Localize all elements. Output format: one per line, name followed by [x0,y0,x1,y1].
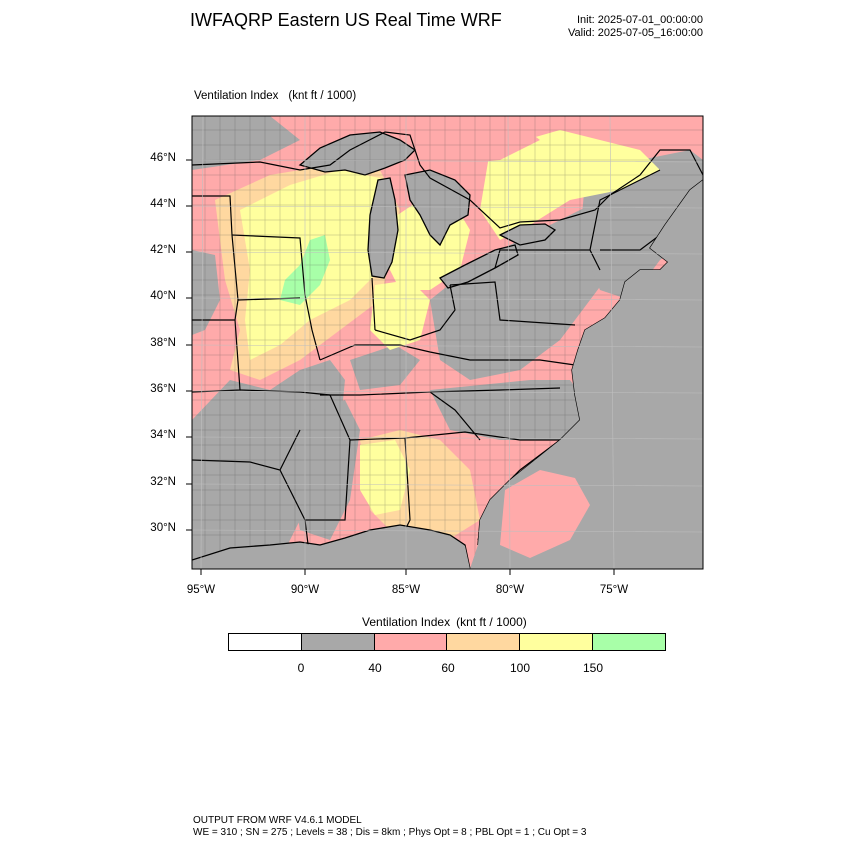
lon-label-85w: 85°W [391,584,421,596]
init-time: Init: 2025-07-01_00:00:00 [577,14,703,26]
lat-label-44n: 44°N [150,198,176,210]
colorbar-box [519,633,594,651]
axis-ticks [186,159,615,575]
lat-label-42n: 42°N [150,244,176,256]
map-variable: Ventilation Index [194,90,279,102]
coastline [192,524,471,569]
colorbar-box [446,633,521,651]
lon-label-75w: 75°W [599,584,629,596]
lake-superior [298,131,417,176]
colorbar-variable: Ventilation Index [362,615,451,629]
colorbar-units: (knt ft / 1000) [456,615,527,629]
map-subtitle: Ventilation Index (knt ft / 1000) [194,90,356,102]
map-units: (knt ft / 1000) [288,90,357,102]
colorbar-box [300,633,375,651]
colorbar-box [373,633,448,651]
field-gray-west [192,250,220,335]
lat-label-36n: 36°N [150,383,176,395]
atlantic-ocean-overlay [470,180,703,569]
colorbar-tick-0: 0 [297,661,305,675]
colorbar-tick-60: 60 [441,661,455,675]
field-gray-canada-n [192,116,300,170]
lake-huron [404,169,471,247]
valid-time: Valid: 2025-07-05_16:00:00 [568,27,703,39]
field-gray-carolinas [430,380,600,440]
colorbar-box [228,633,302,651]
graticule [192,116,703,569]
map-field [192,116,703,569]
colorbar-tick-150: 150 [582,661,604,675]
footer-config-line: WE = 310 ; SN = 275 ; Levels = 38 ; Dis … [193,827,587,838]
model-footer: OUTPUT FROM WRF V4.6.1 MODEL WE = 310 ; … [193,815,586,839]
lat-label-30n: 30°N [150,522,176,534]
map-frame [191,115,704,570]
colorbar [228,633,666,651]
lat-label-40n: 40°N [150,290,176,302]
gulf-overlay [192,526,470,569]
colorbar-tick-40: 40 [368,661,382,675]
field-pink-atlantic-overlay [500,470,590,558]
init-valid-block: Init: 2025-07-01_00:00:00 Valid: 2025-07… [568,14,703,40]
lat-label-34n: 34°N [150,429,176,441]
lon-label-80w: 80°W [495,584,525,596]
colorbar-box [592,633,666,651]
lat-label-38n: 38°N [150,337,176,349]
lat-label-32n: 32°N [150,476,176,488]
colorbar-tick-100: 100 [509,661,531,675]
colorbar-title: Ventilation Index (knt ft / 1000) [362,615,527,629]
lat-label-46n: 46°N [150,152,176,164]
lon-label-95w: 95°W [186,584,216,596]
field-pink-canada [420,120,540,165]
lon-label-90w: 90°W [290,584,320,596]
footer-model-line: OUTPUT FROM WRF V4.6.1 MODEL [193,815,362,826]
field-yellow-ontario [480,130,660,240]
chart-title: IWFAQRP Eastern US Real Time WRF [190,10,502,30]
